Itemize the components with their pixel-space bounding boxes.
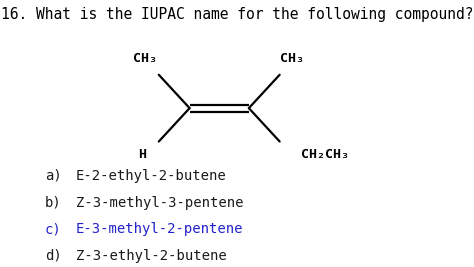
Text: E-2-ethyl-2-butene: E-2-ethyl-2-butene (76, 169, 227, 183)
Text: Z-3-ethyl-2-butene: Z-3-ethyl-2-butene (76, 249, 227, 263)
Text: H: H (138, 148, 146, 161)
Text: 16. What is the IUPAC name for the following compound?: 16. What is the IUPAC name for the follo… (1, 7, 473, 22)
Text: CH₃: CH₃ (280, 52, 303, 65)
Text: d): d) (45, 249, 62, 263)
Text: a): a) (45, 169, 62, 183)
Text: c): c) (45, 222, 62, 236)
Text: Z-3-methyl-3-pentene: Z-3-methyl-3-pentene (76, 196, 243, 210)
Text: b): b) (45, 196, 62, 210)
Text: CH₃: CH₃ (133, 52, 156, 65)
Text: CH₂CH₃: CH₂CH₃ (301, 148, 349, 161)
Text: E-3-methyl-2-pentene: E-3-methyl-2-pentene (76, 222, 243, 236)
